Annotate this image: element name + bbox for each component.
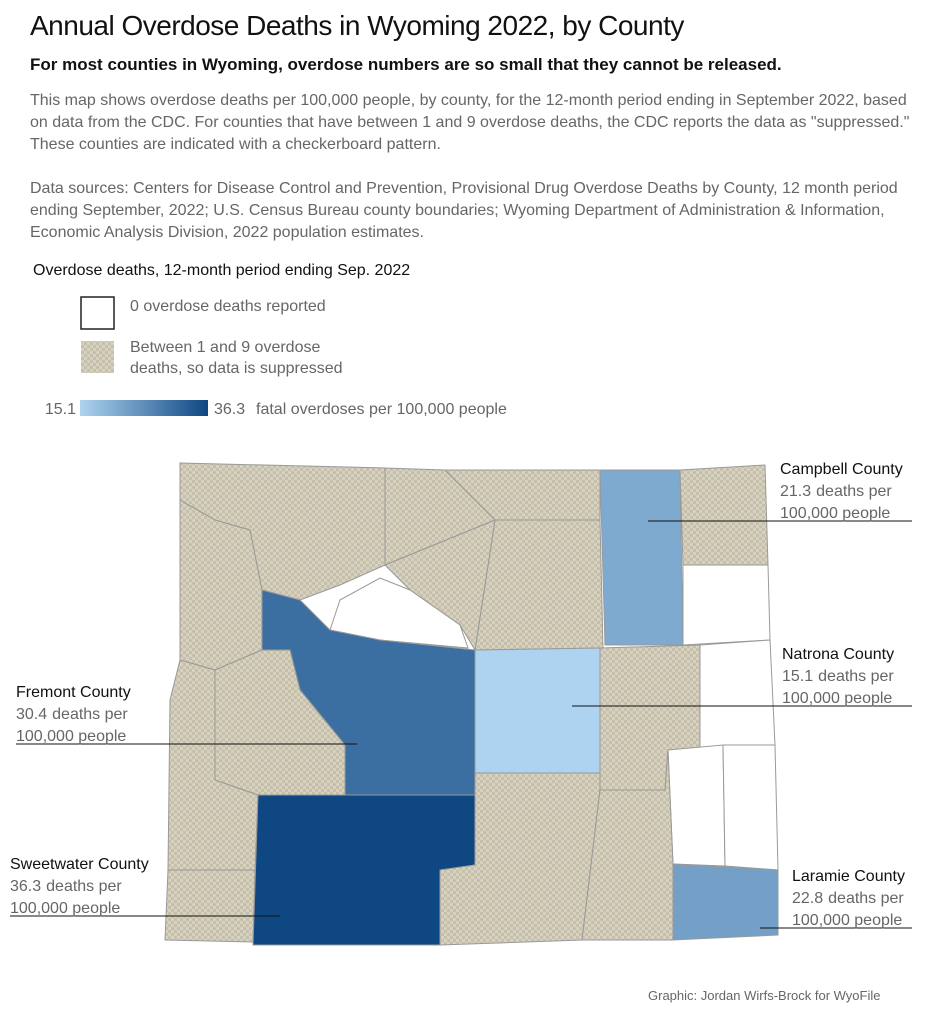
annotation-unit: deaths per [818,668,894,685]
annotation-unit: deaths per [816,483,892,500]
county [672,863,779,941]
county [682,564,771,646]
county [599,469,684,646]
annotation-unit2: 100,000 people [10,900,120,917]
annotation-name: Campbell County [780,461,903,478]
annotation-unit2: 100,000 people [782,690,892,707]
legend-item: 0 overdose deaths reported [130,298,326,315]
annotation-unit2: 100,000 people [780,505,890,522]
county [474,647,601,774]
county [699,639,776,751]
annotation-name: Natrona County [782,646,894,663]
annotation-name: Fremont County [16,684,131,701]
legend-swatch-suppressed [81,341,114,373]
annotation-unit2: 100,000 people [792,912,902,929]
description: This map shows overdose deaths per 100,0… [30,92,910,153]
title: Annual Overdose Deaths in Wyoming 2022, … [30,10,684,41]
annotation-value: 22.8 deaths per [792,890,904,907]
annotation-value: 15.1 deaths per [782,668,894,685]
annotation-value: 30.4 deaths per [16,706,128,723]
scale-label: fatal overdoses per 100,000 people [256,401,507,418]
county [384,519,496,652]
county [667,744,726,867]
annotation-number: 30.4 [16,706,47,723]
annotation-number: 15.1 [782,668,813,685]
legend-title: Overdose deaths, 12-month period ending … [33,262,411,279]
annotation-number: 22.8 [792,890,823,907]
county [722,744,779,871]
annotation-value: 21.3 deaths per [780,483,892,500]
annotation-unit: deaths per [828,890,904,907]
scale-max: 36.3 [214,401,245,418]
annotation-unit2: 100,000 people [16,728,126,745]
annotation-name: Sweetwater County [10,856,149,873]
legend-color-scale [80,400,208,416]
annotation-unit: deaths per [52,706,128,723]
county [164,869,256,943]
scale-min: 15.1 [45,401,76,418]
annotation-number: 36.3 [10,878,41,895]
annotation-value: 36.3 deaths per [10,878,122,895]
annotation-unit: deaths per [46,878,122,895]
subtitle: For most counties in Wyoming, overdose n… [30,55,782,74]
sources: Data sources: Centers for Disease Contro… [30,180,898,241]
annotation-name: Laramie County [792,868,905,885]
county [679,464,769,566]
county [474,519,604,651]
annotation-number: 21.3 [780,483,811,500]
legend-swatch-zero [80,296,115,330]
credit: Graphic: Jordan Wirfs-Brock for WyoFile [648,988,881,1003]
legend-item: Between 1 and 9 overdose deaths, so data… [130,339,343,377]
